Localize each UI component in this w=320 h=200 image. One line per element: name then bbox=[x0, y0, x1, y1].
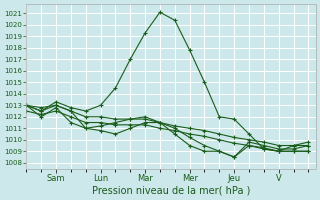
X-axis label: Pression niveau de la mer( hPa ): Pression niveau de la mer( hPa ) bbox=[92, 186, 250, 196]
